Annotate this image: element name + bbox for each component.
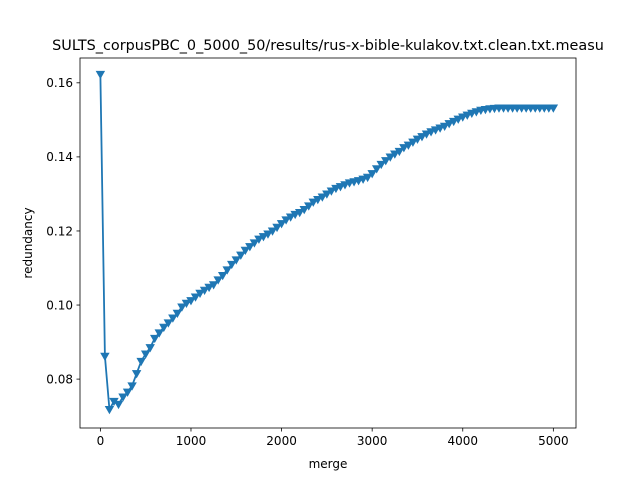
data-point bbox=[104, 406, 115, 415]
data-point bbox=[276, 220, 287, 229]
data-point bbox=[177, 303, 187, 312]
data-point bbox=[444, 120, 454, 129]
data-point bbox=[122, 388, 133, 397]
y-tick-label: 0.08 bbox=[46, 372, 73, 386]
data-point bbox=[172, 309, 183, 318]
y-tick-label: 0.12 bbox=[46, 224, 73, 238]
x-axis-label: merge bbox=[309, 457, 348, 471]
data-point bbox=[181, 299, 192, 308]
data-point bbox=[267, 227, 278, 236]
data-point bbox=[204, 283, 214, 293]
data-point bbox=[217, 271, 228, 281]
data-point bbox=[249, 239, 260, 248]
x-tick-label: 0 bbox=[97, 434, 105, 448]
y-tick-label: 0.16 bbox=[46, 76, 73, 90]
data-point bbox=[222, 266, 232, 275]
data-point bbox=[190, 293, 201, 302]
data-point bbox=[367, 170, 377, 179]
data-point bbox=[186, 297, 196, 306]
data-point bbox=[199, 286, 210, 296]
x-axis-ticks: 0 1000 2000 3000 4000 5000 bbox=[97, 428, 569, 448]
data-point bbox=[408, 138, 418, 147]
data-point bbox=[285, 213, 296, 222]
data-point bbox=[213, 276, 223, 285]
data-point bbox=[394, 147, 405, 157]
data-point bbox=[95, 70, 106, 80]
data-point bbox=[322, 190, 332, 199]
data-point bbox=[245, 243, 255, 252]
data-point bbox=[299, 206, 309, 215]
data-point bbox=[390, 150, 400, 159]
data-point bbox=[439, 122, 450, 131]
x-tick-label: 2000 bbox=[266, 434, 297, 448]
data-point bbox=[417, 133, 427, 142]
data-point bbox=[548, 104, 559, 113]
data-point bbox=[236, 251, 246, 260]
data-point bbox=[381, 157, 391, 166]
data-point bbox=[131, 370, 142, 379]
data-point bbox=[304, 202, 314, 211]
x-tick-label: 5000 bbox=[538, 434, 569, 448]
data-point bbox=[227, 260, 237, 270]
x-tick-label: 1000 bbox=[176, 434, 207, 448]
x-tick-label: 3000 bbox=[357, 434, 388, 448]
x-tick-label: 4000 bbox=[447, 434, 478, 448]
data-point bbox=[448, 117, 459, 127]
data-point bbox=[385, 153, 396, 162]
data-point bbox=[140, 350, 151, 359]
data-point bbox=[421, 130, 432, 139]
data-point bbox=[308, 198, 318, 207]
data-point bbox=[272, 223, 282, 233]
plot-area bbox=[80, 58, 576, 428]
data-point bbox=[240, 246, 251, 256]
data-point bbox=[163, 319, 174, 328]
data-point bbox=[317, 193, 328, 202]
data-point bbox=[168, 314, 178, 323]
data-point bbox=[254, 235, 264, 244]
y-axis-label: redundancy bbox=[21, 207, 35, 278]
data-point bbox=[412, 135, 423, 144]
data-point bbox=[118, 393, 128, 402]
data-point bbox=[281, 216, 291, 225]
data-point bbox=[231, 256, 241, 265]
y-tick-label: 0.10 bbox=[46, 298, 73, 312]
chart-title: SULTS_corpusPBC_0_5000_50/results/rus-x-… bbox=[52, 38, 604, 54]
y-tick-label: 0.14 bbox=[46, 150, 73, 164]
data-point bbox=[154, 329, 164, 338]
data-point bbox=[127, 382, 137, 391]
axes-frame bbox=[79, 57, 577, 429]
data-point bbox=[403, 141, 414, 150]
data-point bbox=[362, 173, 373, 183]
y-axis-ticks: 0.08 0.10 0.12 0.14 0.16 bbox=[46, 76, 80, 386]
data-point bbox=[145, 344, 155, 353]
data-point bbox=[195, 289, 205, 298]
series-layer bbox=[95, 70, 559, 415]
data-point bbox=[100, 352, 110, 361]
data-point bbox=[150, 334, 160, 344]
data-point bbox=[263, 230, 273, 239]
data-point bbox=[399, 144, 409, 153]
data-point bbox=[294, 208, 305, 218]
data-point bbox=[313, 196, 323, 205]
data-point bbox=[208, 281, 219, 290]
data-point bbox=[159, 323, 169, 333]
data-point bbox=[258, 233, 269, 242]
data-point bbox=[113, 400, 124, 410]
data-point bbox=[453, 115, 463, 124]
data-point bbox=[376, 160, 386, 170]
data-point bbox=[136, 357, 146, 367]
data-point bbox=[371, 165, 382, 174]
data-point bbox=[326, 187, 337, 196]
